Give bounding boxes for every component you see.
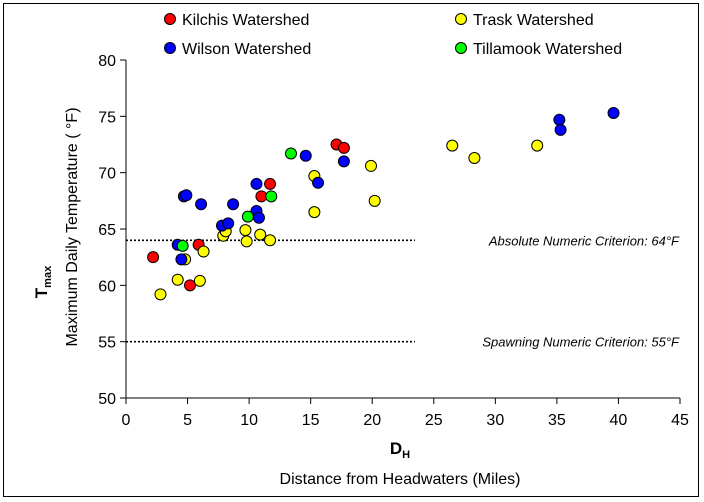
data-point: [252, 211, 265, 224]
legend-marker: [455, 42, 467, 54]
y-axis-symbol-main: T: [32, 287, 51, 298]
data-point: [368, 194, 381, 207]
data-point: [241, 210, 254, 223]
data-point: [176, 239, 189, 252]
data-point: [154, 288, 167, 301]
data-point: [299, 149, 312, 162]
data-point: [308, 206, 321, 219]
data-point: [554, 123, 567, 136]
legend-marker: [164, 13, 176, 25]
x-axis-symbol-main: D: [390, 439, 402, 458]
legend-item: Kilchis Watershed: [164, 12, 309, 29]
x-tick-label: 35: [548, 412, 566, 429]
y-axis-symbol: Tmax: [32, 265, 54, 298]
data-point: [264, 177, 277, 190]
y-tick-label: 50: [98, 391, 116, 408]
legend-item: Wilson Watershed: [164, 41, 311, 58]
reference-line-label: Spawning Numeric Criterion: 55°F: [482, 335, 680, 350]
x-tick-label: 5: [183, 412, 192, 429]
data-point: [337, 141, 350, 154]
legend-marker: [164, 42, 176, 54]
legend-label: Tillamook Watershed: [473, 41, 622, 58]
y-tick-label: 60: [98, 278, 116, 295]
series-kilchis-watershed: [147, 138, 350, 292]
data-point: [468, 152, 481, 165]
legend-item: Tillamook Watershed: [455, 41, 622, 58]
x-tick-label: 30: [486, 412, 504, 429]
x-tick-label: 10: [240, 412, 258, 429]
data-point: [254, 228, 267, 241]
y-axis-symbol-sub: max: [42, 265, 54, 288]
x-axis-symbol-sub: H: [402, 449, 410, 461]
legend-label: Wilson Watershed: [182, 41, 311, 58]
chart-frame: [3, 3, 699, 497]
y-tick-label: 70: [98, 166, 116, 183]
data-point: [239, 224, 252, 237]
x-tick-label: 45: [671, 412, 689, 429]
x-tick-label: 0: [122, 412, 131, 429]
legend-item: Trask Watershed: [455, 12, 594, 29]
data-point: [175, 253, 188, 266]
x-tick-label: 20: [363, 412, 381, 429]
legend: Kilchis Watershed Trask Watershed Wilson W…: [164, 12, 622, 58]
x-axis-symbol: DH: [390, 439, 410, 461]
y-tick-label: 80: [98, 53, 116, 70]
y-axis-title: Tmax Maximum Daily Temperature ( °F): [32, 107, 81, 346]
data-point: [250, 177, 263, 190]
data-point: [264, 234, 277, 247]
y-tick-label: 65: [98, 222, 116, 239]
data-point: [531, 139, 544, 152]
data-point: [337, 155, 350, 168]
x-axis-title: DH Distance from Headwaters (Miles): [280, 439, 521, 488]
data-point: [607, 106, 620, 119]
legend-label: Kilchis Watershed: [182, 12, 309, 29]
x-tick-label: 15: [302, 412, 320, 429]
data-point: [180, 189, 193, 202]
data-point: [265, 190, 278, 203]
data-point: [227, 198, 240, 211]
data-point: [364, 159, 377, 172]
data-point: [446, 139, 459, 152]
legend-label: Trask Watershed: [473, 12, 594, 29]
data-point: [195, 198, 208, 211]
y-tick-label: 55: [98, 335, 116, 352]
y-tick-label: 75: [98, 109, 116, 126]
data-points: [147, 106, 620, 301]
x-tick-label: 25: [425, 412, 443, 429]
data-point: [184, 279, 197, 292]
data-point: [171, 273, 184, 286]
data-point: [312, 176, 325, 189]
y-axis-label: Maximum Daily Temperature ( °F): [64, 107, 81, 346]
series-wilson-watershed: [171, 106, 620, 266]
axes: 0 5 10 15 20 25 30 35 40 45 50 55 60 65 70 75 80: [98, 53, 689, 429]
data-point: [193, 274, 206, 287]
data-point: [197, 245, 210, 258]
data-point: [284, 147, 297, 160]
data-point: [553, 113, 566, 126]
data-point: [222, 217, 235, 230]
data-point: [147, 251, 160, 264]
series-tillamook-watershed: [176, 147, 297, 252]
legend-marker: [455, 13, 467, 25]
x-tick-label: 40: [610, 412, 628, 429]
reference-line-label: Absolute Numeric Criterion: 64°F: [488, 233, 680, 248]
data-point: [240, 235, 253, 248]
x-axis-label: Distance from Headwaters (Miles): [280, 471, 521, 488]
